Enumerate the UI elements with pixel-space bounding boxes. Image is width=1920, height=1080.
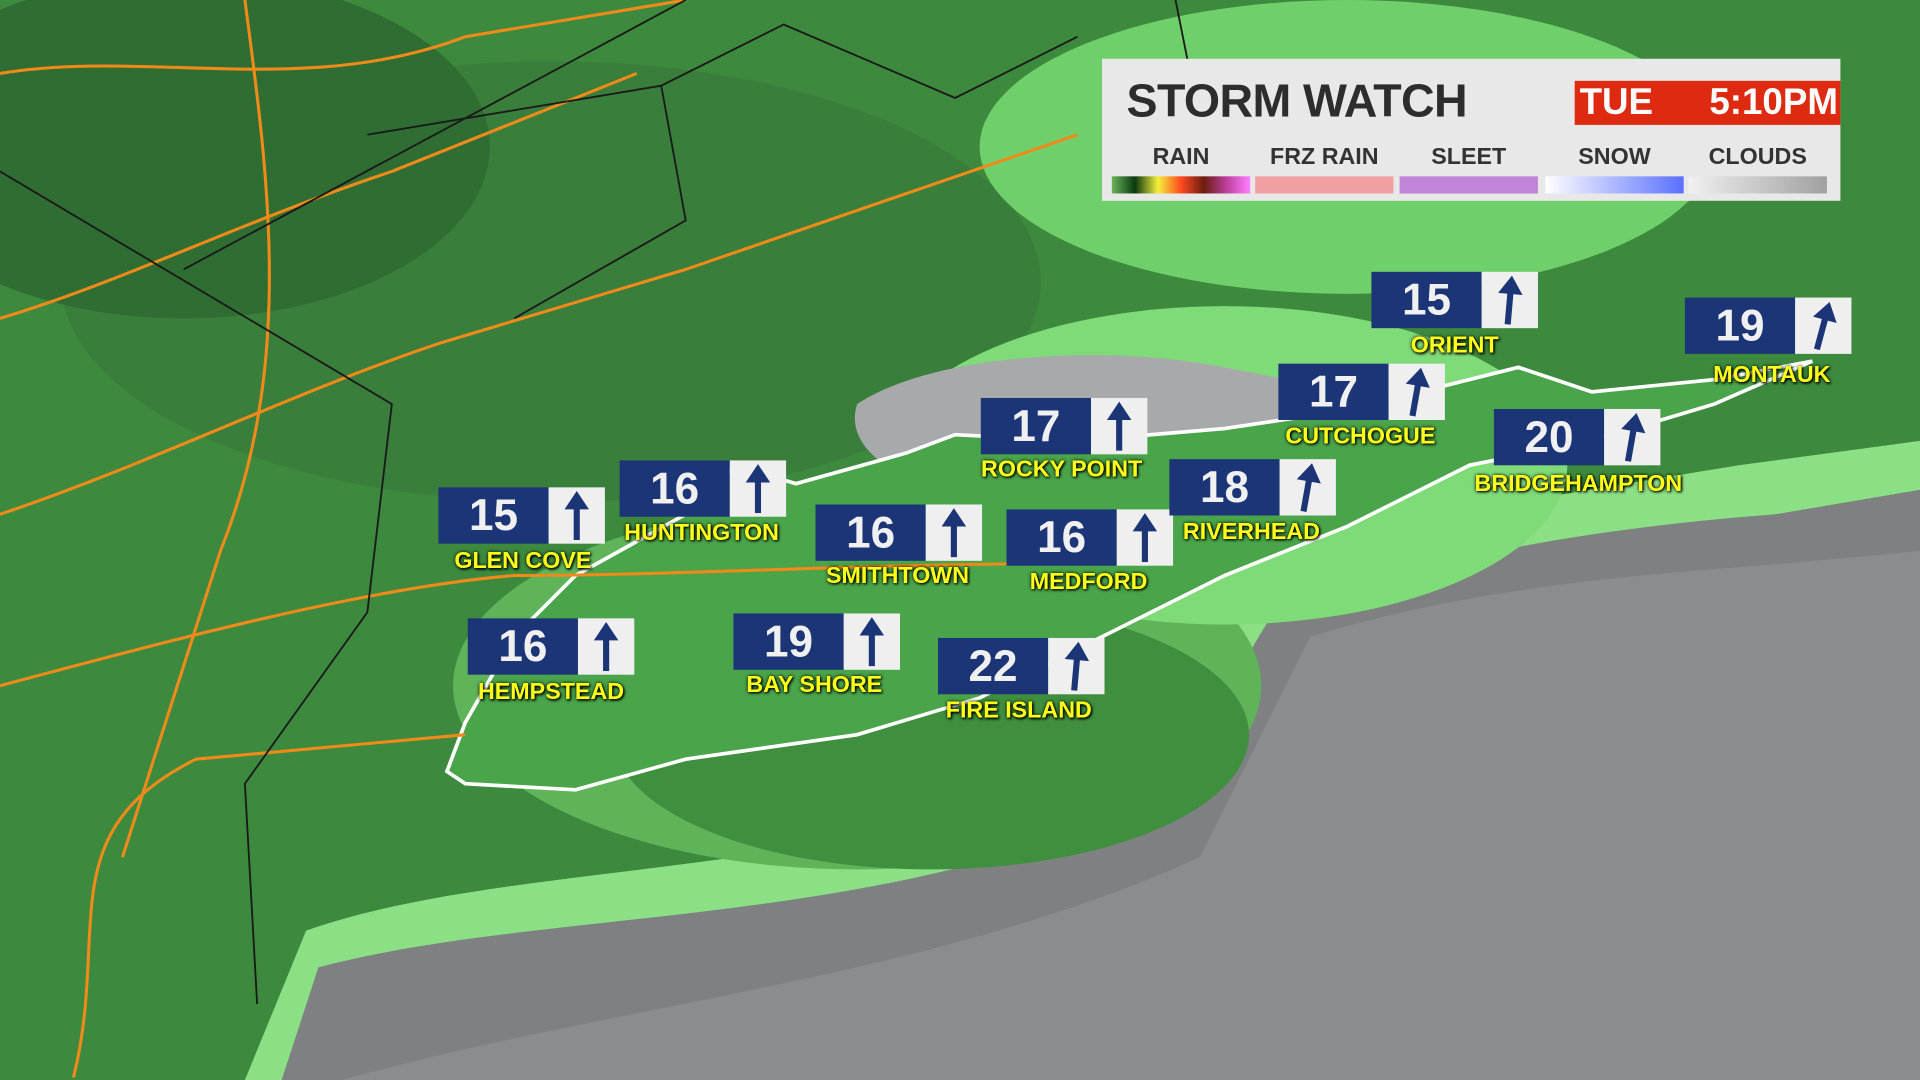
station-wind-box: 19: [733, 613, 901, 670]
wind-speed-value: 16: [619, 460, 730, 517]
station-name: FIRE ISLAND: [945, 697, 1092, 724]
wind-arrow-icon: [843, 613, 901, 670]
station-name: MEDFORD: [1029, 569, 1148, 596]
station-wind-box: 19: [1684, 297, 1852, 354]
wind-speed-value: 16: [467, 618, 578, 675]
legend-color-bar: [1255, 176, 1394, 194]
station-wind-box: 16: [619, 460, 787, 517]
wind-arrow-icon: [729, 460, 787, 517]
wind-speed-value: 18: [1169, 459, 1280, 516]
station-name: CUTCHOGUE: [1285, 423, 1436, 450]
legend-color-bar: [1399, 176, 1538, 194]
day-label: TUE: [1579, 82, 1654, 123]
wind-arrow-icon: [577, 618, 635, 675]
wind-arrow-icon: [1388, 363, 1445, 421]
storm-watch-header: STORM WATCH TUE 5:10PM RAIN FRZ RAIN SLEET…: [1102, 58, 1841, 201]
borders: [0, 0, 1189, 1005]
wind-arrow-icon: [1604, 408, 1661, 466]
wind-speed-value: 19: [733, 613, 844, 670]
station-wind-box: 17: [1278, 363, 1445, 421]
wind-speed-value: 20: [1493, 408, 1605, 466]
wind-speed-value: 16: [1006, 509, 1117, 566]
legend-label: CLOUDS: [1708, 144, 1807, 171]
station-name: RIVERHEAD: [1182, 519, 1320, 545]
station-name: ROCKY POINT: [981, 456, 1143, 483]
station-name: HUNTINGTON: [624, 520, 779, 547]
legend-label: SLEET: [1431, 144, 1507, 171]
wind-speed-value: 17: [1278, 363, 1389, 421]
legend-label: RAIN: [1152, 144, 1210, 171]
station-wind-box: 22: [937, 637, 1105, 695]
wind-speed-value: 19: [1684, 297, 1796, 354]
station-name: SMITHTOWN: [826, 563, 970, 589]
station-wind-box: 16: [1006, 509, 1174, 566]
wind-speed-value: 16: [815, 504, 926, 561]
station-name: ORIENT: [1410, 333, 1499, 359]
station-wind-box: 16: [467, 618, 635, 675]
station-wind-box: 15: [1371, 271, 1538, 329]
station-wind-box: 20: [1493, 408, 1661, 466]
station-name: MONTAUK: [1713, 362, 1831, 389]
wind-arrow-icon: [548, 487, 605, 544]
wind-arrow-icon: [1048, 637, 1105, 695]
time-label: 5:10PM: [1709, 82, 1838, 123]
station-wind-box: 15: [438, 487, 605, 544]
wind-arrow-icon: [1116, 509, 1174, 566]
legend-color-bar: [1688, 176, 1827, 194]
legend-label: SNOW: [1578, 144, 1651, 171]
wind-arrow-icon: [1481, 271, 1538, 329]
wind-arrow-icon: [1279, 459, 1336, 516]
station-name: HEMPSTEAD: [477, 679, 625, 706]
station-wind-box: 17: [980, 397, 1148, 455]
station-name: BRIDGEHAMPTON: [1474, 471, 1683, 498]
time-badge: TUE 5:10PM: [1574, 80, 1841, 125]
wind-arrow-icon: [1795, 297, 1852, 354]
legend-label: FRZ RAIN: [1270, 144, 1379, 171]
legend-color-bar: [1545, 176, 1684, 194]
header-title: STORM WATCH: [1126, 75, 1468, 128]
station-wind-box: 18: [1169, 459, 1336, 516]
legend-color-bar: [1111, 176, 1251, 194]
wind-arrow-icon: [1091, 397, 1148, 455]
station-name: GLEN COVE: [454, 548, 592, 575]
roads: [0, 0, 1103, 1078]
wind-speed-value: 17: [980, 397, 1092, 455]
wind-speed-value: 15: [1371, 271, 1482, 329]
station-wind-box: 16: [815, 504, 983, 561]
wind-speed-value: 15: [438, 487, 549, 544]
station-name: BAY SHORE: [746, 672, 883, 698]
wind-speed-value: 22: [937, 637, 1049, 695]
wind-arrow-icon: [925, 504, 983, 561]
